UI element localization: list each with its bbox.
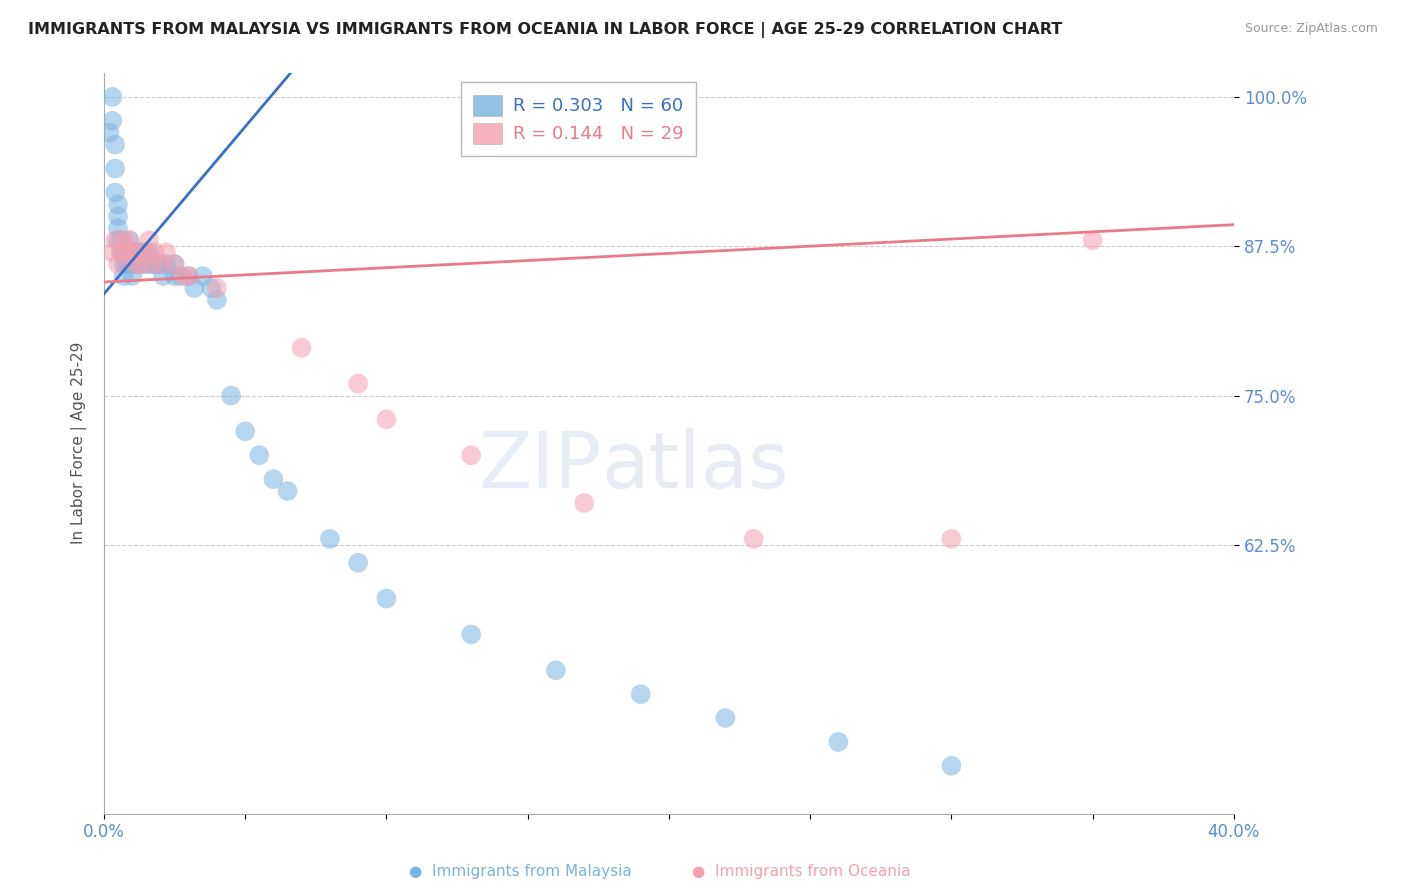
Point: [101, 245, 124, 260]
Point: [112, 233, 135, 247]
Point: [572, 496, 595, 510]
Point: [124, 245, 146, 260]
Point: [112, 257, 135, 271]
Point: [127, 245, 149, 260]
Point: [191, 268, 214, 283]
Point: [118, 245, 141, 260]
Point: [104, 233, 127, 247]
Point: [941, 532, 963, 546]
Point: [104, 137, 127, 152]
Point: [277, 484, 299, 499]
Point: [742, 532, 765, 546]
Point: [177, 268, 200, 283]
Point: [110, 245, 132, 260]
Point: [138, 233, 160, 247]
Point: [163, 257, 186, 271]
Point: [262, 472, 284, 486]
Point: [112, 268, 135, 283]
Point: [219, 388, 242, 402]
Point: [630, 687, 652, 701]
Point: [129, 245, 152, 260]
Point: [205, 281, 228, 295]
Point: [98, 126, 121, 140]
Point: [291, 341, 314, 355]
Point: [143, 257, 166, 271]
Point: [115, 257, 138, 271]
Point: [205, 293, 228, 307]
Point: [200, 281, 222, 295]
Point: [107, 197, 129, 211]
Point: [375, 412, 398, 426]
Text: IMMIGRANTS FROM MALAYSIA VS IMMIGRANTS FROM OCEANIA IN LABOR FORCE | AGE 25-29 C: IMMIGRANTS FROM MALAYSIA VS IMMIGRANTS F…: [28, 22, 1063, 38]
Point: [118, 257, 141, 271]
Point: [1081, 233, 1104, 247]
Point: [347, 556, 370, 570]
Point: [129, 257, 152, 271]
Point: [141, 257, 163, 271]
Point: [124, 257, 146, 271]
Point: [169, 268, 191, 283]
Point: [107, 221, 129, 235]
Point: [121, 245, 143, 260]
Point: [375, 591, 398, 606]
Point: [127, 245, 149, 260]
Point: [155, 245, 177, 260]
Point: [135, 257, 157, 271]
Point: [121, 245, 143, 260]
Point: [110, 245, 132, 260]
Point: [827, 735, 849, 749]
Y-axis label: In Labor Force | Age 25-29: In Labor Force | Age 25-29: [72, 343, 87, 544]
Point: [347, 376, 370, 391]
Point: [146, 257, 169, 271]
Text: atlas: atlas: [602, 427, 789, 503]
Point: [118, 233, 141, 247]
Point: [152, 268, 174, 283]
Point: [101, 113, 124, 128]
Point: [155, 257, 177, 271]
Point: [135, 245, 157, 260]
Point: [163, 268, 186, 283]
Point: [104, 161, 127, 176]
Point: [118, 233, 141, 247]
Point: [121, 268, 143, 283]
Point: [112, 245, 135, 260]
Point: [135, 245, 157, 260]
Point: [460, 627, 482, 641]
Point: [110, 233, 132, 247]
Point: [127, 257, 149, 271]
Point: [460, 448, 482, 462]
Point: [138, 245, 160, 260]
Point: [132, 257, 155, 271]
Point: [104, 186, 127, 200]
Point: [233, 425, 256, 439]
Point: [141, 257, 163, 271]
Point: [101, 90, 124, 104]
Text: ZIP: ZIP: [478, 427, 602, 503]
Point: [121, 257, 143, 271]
Point: [319, 532, 342, 546]
Text: Source: ZipAtlas.com: Source: ZipAtlas.com: [1244, 22, 1378, 36]
Point: [124, 257, 146, 271]
Point: [714, 711, 737, 725]
Point: [143, 245, 166, 260]
Point: [107, 257, 129, 271]
Point: [107, 210, 129, 224]
Point: [177, 268, 200, 283]
Point: [107, 233, 129, 247]
Point: [247, 448, 270, 462]
Point: [163, 257, 186, 271]
Point: [149, 257, 172, 271]
Point: [115, 245, 138, 260]
Point: [115, 245, 138, 260]
Point: [172, 268, 194, 283]
Point: [544, 663, 567, 677]
Text: ●  Immigrants from Oceania: ● Immigrants from Oceania: [692, 863, 911, 879]
Legend: R = 0.303   N = 60, R = 0.144   N = 29: R = 0.303 N = 60, R = 0.144 N = 29: [461, 82, 696, 156]
Point: [149, 257, 172, 271]
Text: ●  Immigrants from Malaysia: ● Immigrants from Malaysia: [409, 863, 631, 879]
Point: [941, 759, 963, 773]
Point: [183, 281, 205, 295]
